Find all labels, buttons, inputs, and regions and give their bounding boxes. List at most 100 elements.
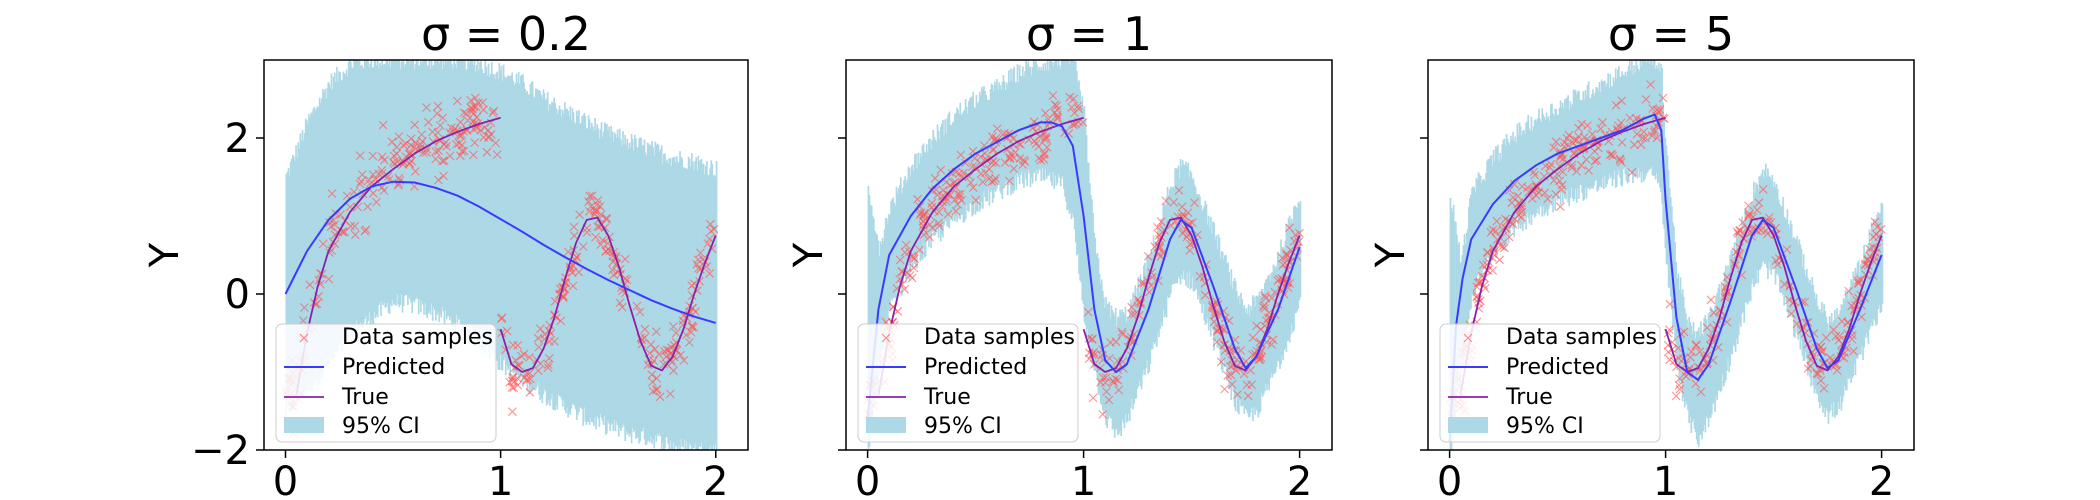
sample-point — [456, 117, 465, 127]
ci-bar — [675, 156, 678, 447]
ci-bar — [1674, 242, 1676, 341]
ci-bar — [968, 101, 970, 212]
sample-point — [648, 386, 658, 396]
ci-bar — [983, 86, 985, 192]
sample-point — [1576, 160, 1586, 170]
ci-bar — [665, 162, 667, 438]
sample-point — [705, 234, 714, 244]
sample-point — [654, 350, 664, 359]
sample-point — [895, 255, 905, 265]
ci-bar — [1533, 119, 1536, 218]
ci-bar — [1691, 333, 1694, 423]
ci-bar — [376, 60, 379, 318]
sample-point — [1486, 228, 1496, 237]
ci-bar — [484, 60, 487, 355]
ci-bar — [500, 65, 503, 371]
ci-bar — [455, 67, 458, 315]
ci-bar — [1218, 237, 1221, 350]
ci-bar — [391, 60, 394, 301]
sample-point — [360, 226, 370, 236]
ci-bar — [1786, 209, 1789, 313]
ci-bar — [499, 70, 502, 355]
legend-box — [275, 323, 497, 443]
sample-point — [353, 202, 363, 212]
ci-bar — [600, 122, 603, 418]
sample-point — [482, 147, 492, 157]
sample-point — [519, 349, 529, 359]
ci-bar — [1752, 201, 1754, 280]
ci-bar — [509, 75, 511, 380]
sample-point — [411, 167, 420, 176]
x-tick-label: 2 — [1869, 459, 1894, 500]
ci-bar — [1638, 70, 1641, 178]
sample-point — [1849, 346, 1858, 356]
ci-bar — [452, 68, 454, 329]
ci-bar — [425, 60, 428, 315]
ci-bar — [1530, 116, 1533, 225]
ci-bar — [1743, 221, 1746, 323]
sample-point — [1695, 363, 1705, 373]
sample-point — [1036, 156, 1046, 165]
ci-bar — [1848, 299, 1850, 380]
ci-bar — [1137, 276, 1140, 387]
ci-bar — [1621, 71, 1623, 187]
ci-bar — [1831, 322, 1834, 417]
ci-bar — [1109, 318, 1112, 419]
ci-bar — [603, 122, 606, 416]
sample-point — [575, 210, 584, 220]
ci-bar — [1817, 309, 1820, 402]
ci-bar — [479, 62, 481, 340]
legend-label: Predicted — [1506, 355, 1609, 380]
ci-bar — [1023, 77, 1025, 188]
sample-point — [1555, 176, 1564, 186]
sample-point — [1501, 214, 1510, 224]
ci-bar — [1165, 196, 1168, 318]
ci-bar — [1538, 108, 1540, 215]
ci-bar — [1147, 254, 1149, 374]
ci-bar — [519, 75, 522, 378]
ci-bar — [677, 161, 679, 450]
ci-bar — [1174, 168, 1176, 284]
ci-bar — [1694, 338, 1697, 433]
ci-bar — [522, 74, 524, 388]
ci-bar — [659, 149, 662, 437]
ci-bar — [459, 60, 462, 324]
ci-bar — [457, 60, 460, 320]
ci-bar — [962, 111, 965, 223]
sample-point — [1786, 309, 1796, 319]
ci-bar — [1748, 208, 1751, 301]
ci-bar — [1155, 241, 1158, 347]
sample-point — [665, 389, 675, 399]
ci-bar — [874, 230, 876, 404]
ci-bar — [490, 61, 493, 351]
predicted-line — [284, 180, 716, 324]
ci-bar — [1572, 89, 1575, 202]
ci-bar — [1586, 84, 1589, 188]
ci-bar — [334, 81, 337, 350]
ci-bar — [1274, 267, 1277, 373]
sample-point — [1844, 286, 1854, 296]
sample-point — [489, 106, 499, 116]
ci-bar — [1628, 60, 1631, 172]
ci-bar — [678, 162, 680, 446]
sample-point — [1752, 205, 1762, 215]
ci-bar — [374, 60, 377, 318]
ci-bar — [1555, 109, 1558, 196]
sample-point — [1259, 300, 1269, 310]
sample-point — [1074, 104, 1084, 114]
sample-point — [1478, 260, 1488, 270]
sample-point — [466, 96, 476, 105]
sample-point — [1870, 217, 1880, 227]
ci-bar — [1224, 255, 1226, 368]
sample-point — [1041, 108, 1050, 118]
sample-point — [1143, 252, 1153, 261]
sample-point — [1611, 100, 1621, 110]
ci-bar — [698, 161, 701, 446]
ci-bar — [1507, 142, 1510, 243]
legend-label: Predicted — [924, 355, 1027, 380]
sample-point — [1531, 191, 1541, 200]
sample-point — [1195, 271, 1205, 281]
sample-point — [478, 98, 487, 107]
sample-point — [1673, 343, 1683, 353]
